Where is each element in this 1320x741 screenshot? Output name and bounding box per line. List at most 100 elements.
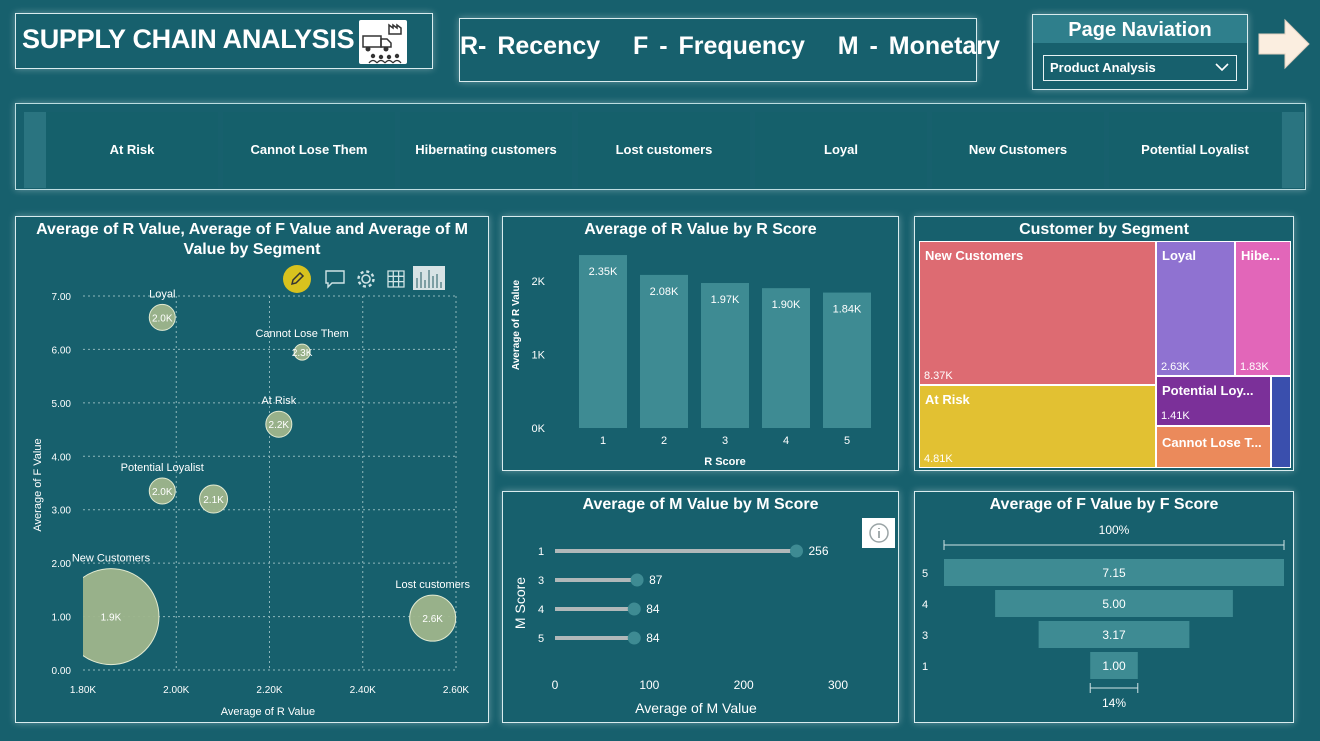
lollipop-dot[interactable] bbox=[630, 573, 644, 587]
bubble-value-label: 1.9K bbox=[101, 613, 122, 624]
treemap-label: New Customers bbox=[925, 248, 1024, 263]
funnel-top-percent: 100% bbox=[1099, 523, 1130, 537]
x-tick-label: 4 bbox=[783, 435, 789, 447]
page-navigation-dropdown[interactable]: Product Analysis bbox=[1043, 55, 1237, 81]
scatter-chart-title: Average of R Value, Average of F Value a… bbox=[16, 220, 488, 260]
page-title: SUPPLY CHAIN ANALYSIS bbox=[22, 24, 355, 54]
bubble[interactable] bbox=[409, 594, 457, 642]
table-icon[interactable] bbox=[386, 269, 406, 289]
funnel-bar[interactable] bbox=[1038, 621, 1190, 648]
bar-value-label: 1.90K bbox=[772, 299, 801, 311]
treemap-cell-at-risk[interactable]: At Risk 4.81K bbox=[919, 385, 1156, 468]
segment-button-cannot-lose-them[interactable]: Cannot Lose Them bbox=[223, 112, 395, 188]
funnel-category-label: 1 bbox=[922, 661, 928, 673]
segment-button-hibernating[interactable]: Hibernating customers bbox=[400, 112, 572, 188]
funnel-bar[interactable] bbox=[944, 559, 1284, 586]
funnel-chart: 100% 7.15 5 5.00 4 3.17 3 1.00 1 14% bbox=[922, 523, 1285, 710]
bubble-category-label: Lost customers bbox=[395, 579, 470, 591]
funnel-value-label: 3.17 bbox=[1102, 628, 1126, 642]
lollipop-dot[interactable] bbox=[789, 544, 803, 558]
rfm-legend-text: R- Recency F - Frequency M - Monetary bbox=[460, 32, 1000, 60]
y-tick-label: 6.00 bbox=[52, 345, 72, 356]
arrow-right-icon[interactable] bbox=[1257, 18, 1311, 70]
treemap-cell-hibernating[interactable]: Hibe... 1.83K bbox=[1235, 241, 1291, 376]
treemap: New Customers 8.37K Loyal 2.63K Hibe... … bbox=[919, 241, 1291, 468]
segment-button-at-risk[interactable]: At Risk bbox=[46, 112, 218, 188]
bar-value-label: 1.97K bbox=[711, 294, 740, 306]
lollipop-dot[interactable] bbox=[627, 631, 641, 645]
rfm-legend-box: R- Recency F - Frequency M - Monetary bbox=[459, 18, 1000, 82]
x-tick-label: 2.60K bbox=[443, 685, 469, 696]
segment-button-new[interactable]: New Customers bbox=[932, 112, 1104, 188]
treemap-cell-loyal[interactable]: Loyal 2.63K bbox=[1156, 241, 1235, 376]
bubble[interactable] bbox=[293, 343, 311, 361]
bubble-category-label: Cannot Lose Them bbox=[255, 328, 348, 340]
bubble[interactable] bbox=[63, 568, 160, 666]
bubble-layer: 2.0K 2.3K 2.2K 2.0K 2.1K 1.9K 2.6K bbox=[63, 303, 457, 666]
y-axis-title: Average of R Value bbox=[511, 279, 522, 370]
lollipop-chart-panel: Average of M Value by M Score 0 100 200 300… bbox=[502, 491, 899, 723]
scatter-title-line2: Value by Segment bbox=[183, 241, 321, 258]
bar-value-label: 1.84K bbox=[833, 304, 862, 316]
funnel-bar[interactable] bbox=[1090, 652, 1138, 679]
treemap-cell-new-customers[interactable]: New Customers 8.37K bbox=[919, 241, 1156, 385]
comment-icon[interactable] bbox=[324, 269, 346, 289]
chart-icon[interactable] bbox=[413, 266, 445, 290]
bar[interactable] bbox=[579, 255, 627, 428]
x-axis-title: Average of R Value bbox=[221, 706, 315, 718]
treemap-value: 2.63K bbox=[1161, 361, 1190, 373]
y-tick-label: 2K bbox=[532, 276, 546, 288]
lollipop-value-label: 84 bbox=[646, 602, 660, 616]
segment-button-loyal[interactable]: Loyal bbox=[755, 112, 927, 188]
bubble[interactable] bbox=[265, 410, 293, 438]
funnel-chart-title: Average of F Value by F Score bbox=[989, 496, 1219, 513]
x-tick-label: 1 bbox=[600, 435, 606, 447]
bubble-category-label: Loyal bbox=[149, 288, 175, 300]
lollipop-dot[interactable] bbox=[627, 602, 641, 616]
bar[interactable] bbox=[640, 274, 688, 428]
treemap-value: 8.37K bbox=[924, 370, 953, 382]
bubble[interactable] bbox=[199, 484, 229, 514]
treemap-panel: Customer by Segment New Customers 8.37K … bbox=[914, 216, 1294, 471]
funnel-bar[interactable] bbox=[995, 590, 1233, 617]
scatter-plot: 0.00 1.00 2.00 3.00 4.00 5.00 6.00 7.00 1.80K 2.0… bbox=[32, 288, 470, 718]
segment-button-lost[interactable]: Lost customers bbox=[578, 112, 750, 188]
bubble-value-label: 2.0K bbox=[152, 487, 173, 498]
treemap-cell-other[interactable] bbox=[1271, 376, 1291, 468]
y-tick-label: 7.00 bbox=[52, 292, 72, 303]
lollipop-chart: 0 100 200 300 Average of M Value M Score 1 256 3… bbox=[512, 544, 848, 716]
info-icon[interactable] bbox=[862, 518, 895, 548]
bar[interactable] bbox=[823, 292, 871, 428]
bar[interactable] bbox=[701, 283, 749, 428]
segment-button-potential-loyalist[interactable]: Potential Loyalist bbox=[1109, 112, 1281, 188]
treemap-label: Loyal bbox=[1162, 248, 1196, 263]
bubble-value-label: 2.1K bbox=[203, 495, 224, 506]
funnel-value-label: 5.00 bbox=[1102, 597, 1126, 611]
edit-icon[interactable] bbox=[283, 265, 311, 293]
x-tick-label: 1.80K bbox=[70, 685, 96, 696]
slicer-left-edge bbox=[24, 112, 46, 188]
supply-chain-icon bbox=[359, 20, 407, 64]
funnel-category-label: 4 bbox=[922, 599, 928, 611]
y-tick-label: 5 bbox=[538, 633, 544, 645]
bubble[interactable] bbox=[148, 303, 176, 331]
lollipop-value-label: 84 bbox=[646, 631, 660, 645]
y-tick-label: 0.00 bbox=[52, 666, 72, 677]
treemap-cell-cannot-lose-them[interactable]: Cannot Lose T... bbox=[1156, 426, 1271, 468]
bar[interactable] bbox=[762, 288, 810, 428]
bubble[interactable] bbox=[148, 477, 176, 505]
scatter-title-line1: Average of R Value, Average of F Value a… bbox=[36, 221, 468, 238]
y-tick-label: 3.00 bbox=[52, 506, 72, 517]
y-axis-title: Average of F Value bbox=[32, 438, 44, 531]
x-tick-label: 300 bbox=[828, 678, 848, 692]
funnel-value-label: 7.15 bbox=[1102, 566, 1126, 580]
x-tick-label: 2.00K bbox=[163, 685, 189, 696]
x-tick-label: 2.20K bbox=[256, 685, 282, 696]
bar-chart-panel: Average of R Value by R Score 0K 1K 2K Aver… bbox=[502, 216, 899, 471]
treemap-cell-potential-loyalist[interactable]: Potential Loy... 1.41K bbox=[1156, 376, 1271, 426]
x-axis-title: R Score bbox=[704, 456, 746, 468]
y-tick-label: 4.00 bbox=[52, 452, 72, 463]
page-navigation-selected: Product Analysis bbox=[1050, 60, 1156, 75]
x-tick-label: 200 bbox=[734, 678, 754, 692]
gear-icon[interactable] bbox=[355, 268, 377, 290]
